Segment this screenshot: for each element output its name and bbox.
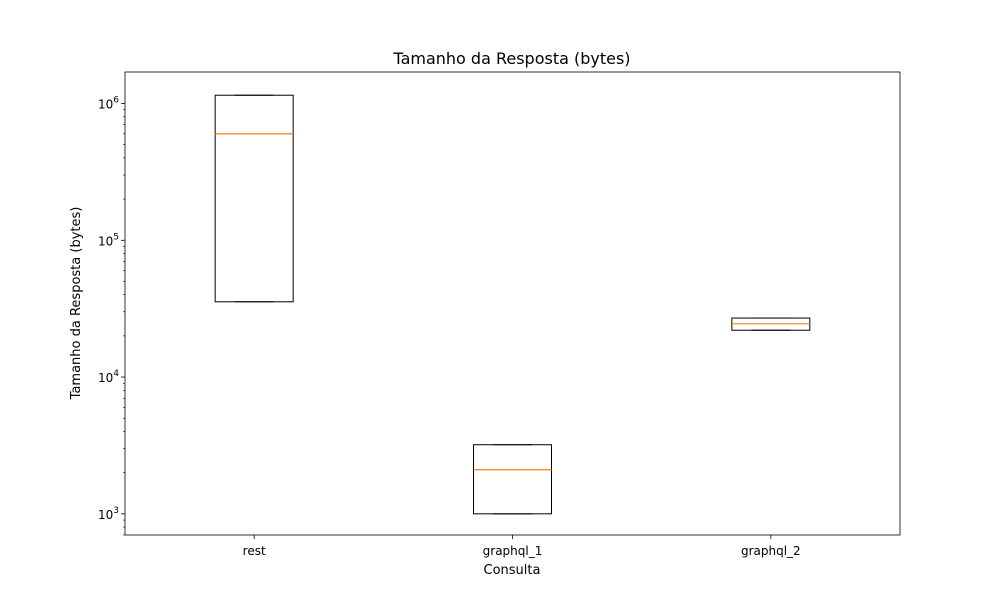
plot-area: 103 104 105 106 rest graphql_1 graphql_2 (98, 71, 901, 558)
chart-title: Tamanho da Resposta (bytes) (392, 49, 630, 68)
x-tick-label: graphql_2 (741, 544, 801, 558)
y-axis-label: Tamanho da Resposta (bytes) (69, 207, 84, 401)
box-graphql_1 (473, 444, 552, 515)
y-tick-label: 104 (98, 369, 119, 385)
y-tick-label: 105 (98, 232, 119, 248)
axes-frame (124, 71, 901, 536)
x-tick-label: graphql_1 (483, 544, 543, 558)
y-tick-label: 103 (98, 506, 119, 522)
x-axis-label: Consulta (484, 563, 541, 578)
x-tick-label: rest (243, 544, 266, 558)
box-rest (214, 94, 294, 303)
y-tick-label: 106 (98, 96, 119, 112)
